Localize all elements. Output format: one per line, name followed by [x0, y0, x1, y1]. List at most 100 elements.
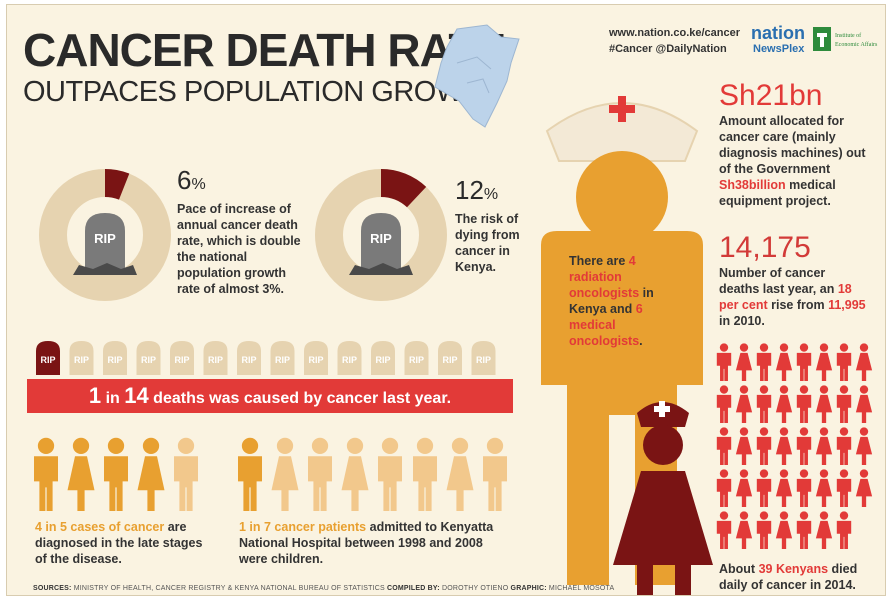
person-icon	[836, 343, 852, 381]
person-icon	[815, 343, 833, 381]
person-icon	[815, 385, 833, 423]
person-icon	[308, 437, 332, 511]
person-icon	[775, 511, 793, 549]
person-icon	[735, 427, 753, 465]
children-people-group	[238, 437, 507, 511]
one-in-14-banner: 1 in 14 deaths was caused by cancer last…	[27, 379, 513, 413]
tombstone-label: RIP	[40, 355, 55, 365]
person-icon	[341, 437, 369, 511]
tombstone-icon: RIP	[36, 341, 60, 375]
person-icon	[775, 385, 793, 423]
person-icon	[716, 427, 732, 465]
person-icon	[855, 427, 873, 465]
deaths-value: 14,175	[719, 231, 811, 264]
person-icon	[104, 437, 128, 511]
tombstone-label: RIP	[342, 355, 357, 365]
person-icon	[756, 385, 772, 423]
person-icon	[483, 437, 507, 511]
tombstone-label: RIP	[308, 355, 323, 365]
person-icon	[34, 437, 58, 511]
person-icon	[756, 343, 772, 381]
person-icon	[796, 343, 812, 381]
person-icon	[855, 385, 873, 423]
tombstone-icon: RIP	[371, 341, 395, 375]
person-icon	[735, 343, 753, 381]
person-icon	[815, 469, 833, 507]
person-icon	[716, 469, 732, 507]
person-icon	[238, 437, 262, 511]
person-icon	[756, 469, 772, 507]
person-icon	[815, 511, 833, 549]
tombstone-icon: RIP	[438, 341, 462, 375]
tombstone-label: RIP	[409, 355, 424, 365]
tombstone-label: RIP	[94, 231, 116, 246]
nation-logo: nation	[751, 23, 805, 43]
person-icon	[137, 437, 165, 511]
risk-value: 12%	[455, 175, 499, 205]
person-icon	[796, 385, 812, 423]
donut-increase: RIP	[39, 169, 171, 301]
person-icon	[735, 385, 753, 423]
infographic: CANCER DEATH RATE OUTPACES POPULATION GR…	[6, 4, 886, 596]
tombstone-icon: RIP	[103, 341, 127, 375]
person-icon	[174, 437, 198, 511]
person-icon	[796, 469, 812, 507]
person-icon	[735, 511, 753, 549]
budget-value: Sh21bn	[719, 79, 823, 112]
daily-deaths-text: About 39 Kenyans died daily of cancer in…	[719, 562, 858, 592]
daily-deaths-people-grid	[716, 343, 873, 549]
person-icon	[796, 511, 812, 549]
donut-risk: RIP	[315, 169, 447, 301]
title-line1: CANCER DEATH RATE	[23, 24, 506, 76]
nurse-figure-icon	[613, 401, 713, 595]
tombstone-icon: RIP	[270, 341, 295, 375]
tombstone-label: RIP	[275, 355, 290, 365]
oncologists-text: There are 4 radiation oncologists in Ken…	[569, 254, 654, 348]
person-icon	[67, 437, 95, 511]
budget-text: Amount allocated for cancer care (mainly…	[719, 114, 866, 208]
tombstone-label: RIP	[141, 355, 156, 365]
children-text: 1 in 7 cancer patients admitted to Kenya…	[239, 520, 494, 566]
tombstone-icon: RIP	[69, 341, 94, 375]
tombstone-icon: RIP	[471, 341, 496, 375]
person-icon	[756, 427, 772, 465]
person-icon	[836, 469, 852, 507]
tombstone-label: RIP	[241, 355, 256, 365]
person-icon	[378, 437, 402, 511]
person-icon	[796, 427, 812, 465]
newsplex-logo: NewsPlex	[753, 43, 805, 55]
tombstone-label: RIP	[107, 355, 122, 365]
person-icon	[855, 469, 873, 507]
person-icon	[716, 385, 732, 423]
person-icon	[855, 343, 873, 381]
person-icon	[775, 343, 793, 381]
person-icon	[815, 427, 833, 465]
deaths-text: Number of cancer deaths last year, an 18…	[719, 266, 866, 328]
person-icon	[836, 511, 852, 549]
tombstone-icon: RIP	[304, 341, 328, 375]
iea-logo-icon: Institute of Economic Affairs	[813, 27, 878, 51]
tombstone-icon: RIP	[203, 341, 228, 375]
tombstone-icon: RIP	[170, 341, 194, 375]
person-icon	[836, 385, 852, 423]
tombstone-label: RIP	[174, 355, 189, 365]
person-icon	[836, 427, 852, 465]
person-icon	[775, 469, 793, 507]
late-stage-people-group	[34, 437, 198, 511]
increase-value: 6%	[177, 165, 206, 195]
person-icon	[756, 511, 772, 549]
risk-text: The risk of dying from cancer in Kenya.	[455, 212, 520, 274]
tombstone-row: RIP RIP RIP RIP RIP RIP RIP RIP RIP RIP RIP RIP RIP R…	[36, 341, 496, 375]
person-icon	[716, 511, 732, 549]
tombstone-label: RIP	[208, 355, 223, 365]
late-stage-text: 4 in 5 cases of cancer are diagnosed in …	[35, 520, 203, 566]
person-icon	[735, 469, 753, 507]
tombstone-label: RIP	[442, 355, 457, 365]
tombstone-label: RIP	[74, 355, 89, 365]
title-line2: OUTPACES POPULATION GROWTH	[23, 76, 501, 108]
increase-text: Pace of increase of annual cancer death …	[177, 202, 301, 296]
person-icon	[716, 343, 732, 381]
tombstone-label: RIP	[476, 355, 491, 365]
person-icon	[413, 437, 437, 511]
tombstone-label: RIP	[370, 231, 392, 246]
